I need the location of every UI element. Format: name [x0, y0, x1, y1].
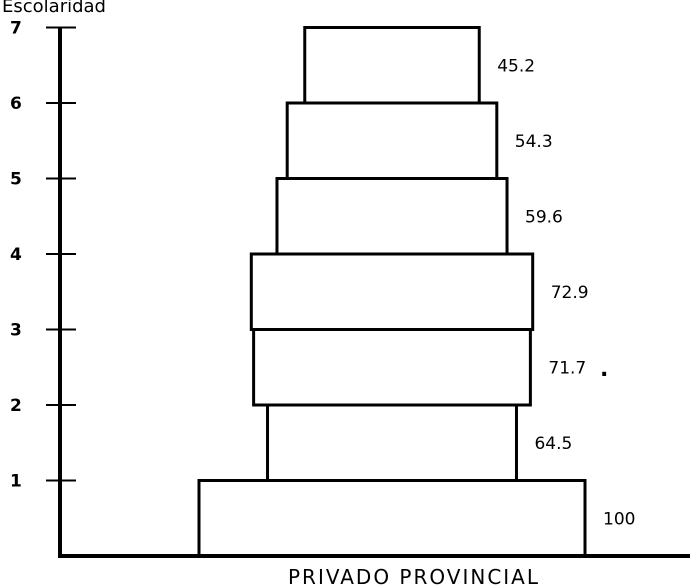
- x-axis-label: PRIVADO PROVINCIAL: [288, 565, 540, 588]
- y-tick-label: 1: [10, 472, 22, 492]
- y-tick-label: 4: [10, 245, 22, 265]
- value-label: 100: [603, 509, 635, 529]
- value-label: 54.3: [515, 132, 553, 152]
- bar: [197, 479, 587, 558]
- value-labels: 100 64.5 71.7 72.9 59.6 54.3 45.2: [497, 56, 635, 529]
- value-label: 64.5: [534, 434, 572, 454]
- bar: [266, 403, 518, 482]
- bar: [252, 328, 532, 407]
- bars: [197, 26, 587, 558]
- bar: [303, 26, 481, 105]
- bar: [285, 101, 499, 180]
- value-label: 71.7: [548, 358, 586, 378]
- y-tick-label: 3: [10, 321, 22, 341]
- value-label: 72.9: [551, 283, 589, 303]
- value-label: 45.2: [497, 56, 535, 76]
- y-axis-title: Escolaridad: [2, 0, 106, 17]
- bar: [275, 177, 509, 256]
- y-tick-label: 6: [10, 94, 22, 114]
- bar: [249, 252, 535, 331]
- y-tick-label: 5: [10, 170, 22, 190]
- y-tick-label: 7: [10, 19, 22, 39]
- y-ticks: 1 2 3 4 5 6 7: [10, 19, 76, 492]
- y-tick-label: 2: [10, 396, 22, 416]
- stray-mark: .: [600, 357, 608, 382]
- value-label: 59.6: [525, 207, 563, 227]
